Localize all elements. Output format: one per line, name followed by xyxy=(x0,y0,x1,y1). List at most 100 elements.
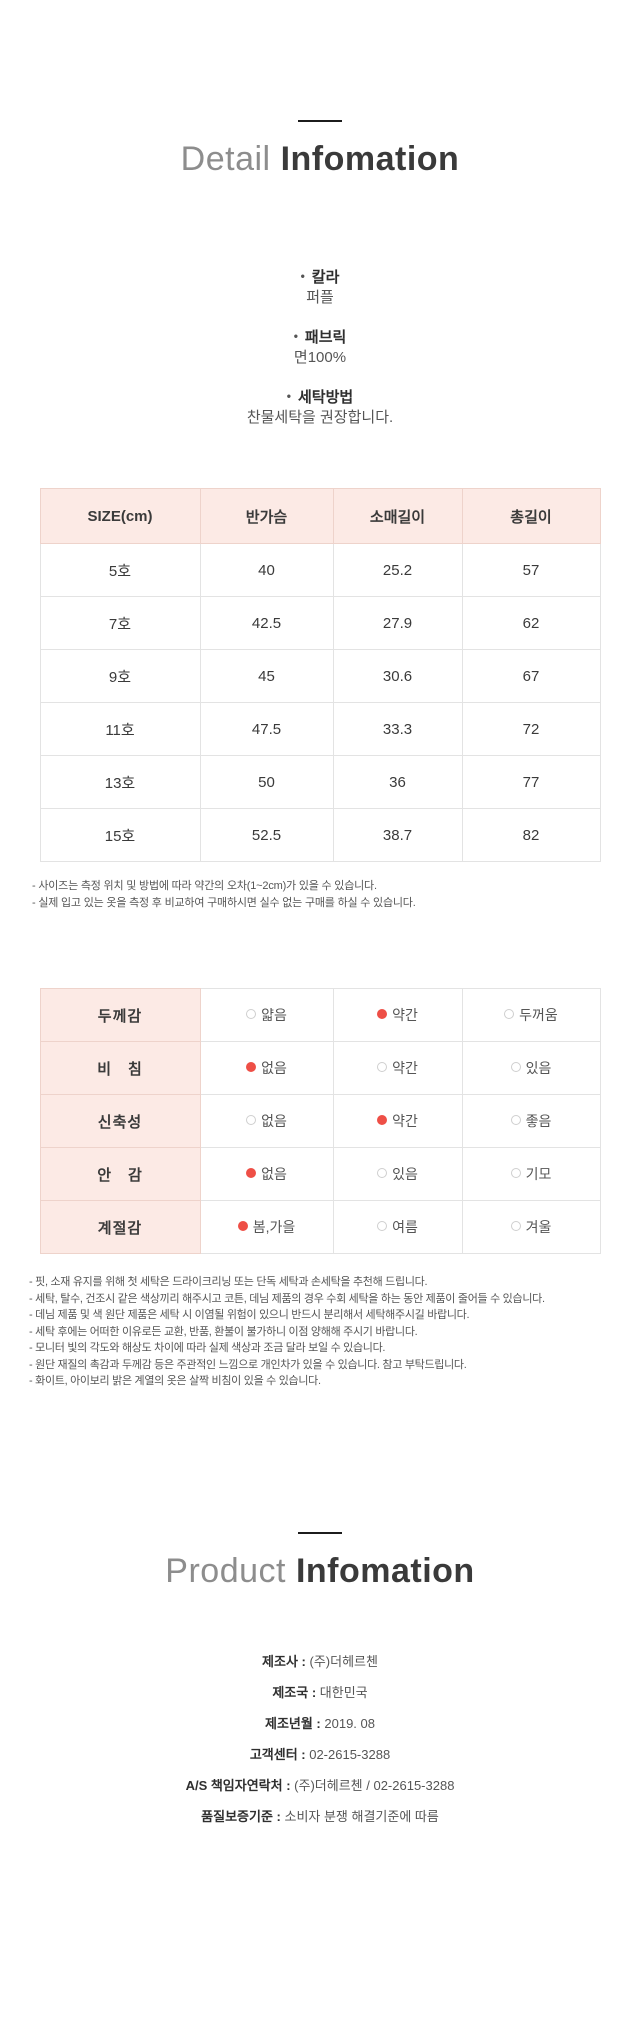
size-cell: 30.6 xyxy=(332,649,463,703)
radio-icon xyxy=(510,1115,521,1125)
size-cell: 15호 xyxy=(39,808,201,862)
feature-option: 없음 xyxy=(199,1147,334,1201)
feature-option: 겨울 xyxy=(461,1200,601,1254)
size-note-line: - 실제 입고 있는 옷을 측정 후 비교하여 구매하시면 실수 없는 구매를 … xyxy=(32,897,416,909)
feature-option: 약간 xyxy=(332,1094,463,1148)
care-note-line: - 모니터 빛의 각도와 해상도 차이에 따라 실제 색상과 조금 달라 보일 … xyxy=(29,1342,386,1354)
size-table-row: 9호 45 30.6 67 xyxy=(39,649,601,703)
radio-icon xyxy=(237,1221,248,1231)
radio-icon xyxy=(377,1115,388,1125)
size-cell: 72 xyxy=(461,702,601,756)
product-title-bold: Infomation xyxy=(295,1551,475,1590)
feature-option: 있음 xyxy=(332,1147,463,1201)
detail-title-light: Detail xyxy=(180,140,271,178)
feature-row-lining: 안 감 없음 있음 기모 xyxy=(39,1147,601,1201)
product-section-title: Product Infomation xyxy=(0,1548,640,1594)
feature-option: 두꺼움 xyxy=(461,988,601,1042)
field-value: 02-2615-3288 xyxy=(309,1746,391,1762)
size-table-row: 5호 40 25.2 57 xyxy=(39,543,601,597)
size-table-header-row: SIZE(cm) 반가슴 소매길이 총길이 xyxy=(39,488,601,544)
field-value: (주)더헤르첸 xyxy=(309,1653,378,1669)
feature-option: 약간 xyxy=(332,988,463,1042)
size-table-row: 13호 50 36 77 xyxy=(39,755,601,809)
product-field-country: 제조국 : 대한민국 xyxy=(0,1677,640,1708)
feature-row-sheerness: 비 침 없음 약간 있음 xyxy=(39,1041,601,1095)
radio-icon xyxy=(246,1168,257,1178)
size-cell: 7호 xyxy=(39,596,201,650)
product-field-as-contact: A/S 책임자연락처 : (주)더헤르첸 / 02-2615-3288 xyxy=(0,1770,640,1801)
feature-option-label: 두꺼움 xyxy=(519,1007,558,1023)
care-note-line: - 세탁 후에는 어떠한 이유로든 교환, 반품, 환불이 불가하니 이점 양해… xyxy=(29,1325,418,1338)
detail-section-title: Detail Infomation xyxy=(0,136,640,182)
size-header-size: SIZE(cm) xyxy=(39,488,201,544)
size-cell: 36 xyxy=(332,755,463,809)
feature-option: 얇음 xyxy=(199,988,334,1042)
feature-option-label: 약간 xyxy=(392,1113,418,1129)
feature-option: 여름 xyxy=(332,1200,463,1254)
attribute-value: 면100% xyxy=(293,349,347,366)
feature-label: 두께감 xyxy=(39,988,201,1042)
radio-icon xyxy=(377,1221,388,1231)
product-field-warranty: 품질보증기준 : 소비자 분쟁 해결기준에 따름 xyxy=(0,1801,640,1832)
feature-option-label: 기모 xyxy=(525,1166,552,1182)
feature-option: 봄,가을 xyxy=(199,1200,334,1254)
feature-option-label: 없음 xyxy=(261,1113,287,1129)
radio-icon xyxy=(377,1062,388,1072)
field-label: 제조사 : xyxy=(262,1653,306,1669)
product-field-manufacturer: 제조사 : (주)더헤르첸 xyxy=(0,1646,640,1677)
field-label: 제조년월 : xyxy=(264,1715,321,1731)
size-cell: 45 xyxy=(199,649,334,703)
radio-icon xyxy=(510,1062,521,1072)
attribute-value: 퍼플 xyxy=(306,289,334,306)
size-cell: 67 xyxy=(461,649,601,703)
size-cell: 57 xyxy=(461,543,601,597)
feature-option: 없음 xyxy=(199,1041,334,1095)
feature-option-label: 있음 xyxy=(392,1166,418,1182)
attribute-fabric: • 패브릭 면100% xyxy=(0,326,640,368)
feature-label: 신축성 xyxy=(39,1094,201,1148)
field-label: 품질보증기준 : xyxy=(201,1808,281,1824)
size-cell: 82 xyxy=(461,808,601,862)
feature-option-label: 좋음 xyxy=(525,1113,552,1129)
care-note-line: - 원단 재질의 촉감과 두께감 등은 주관적인 느낌으로 개인차가 있을 수 … xyxy=(29,1358,467,1371)
feature-row-season: 계절감 봄,가을 여름 겨울 xyxy=(39,1200,601,1254)
feature-option-label: 없음 xyxy=(261,1166,287,1182)
size-header-chest: 반가슴 xyxy=(199,488,334,544)
size-cell: 77 xyxy=(461,755,601,809)
radio-icon xyxy=(377,1168,388,1178)
size-cell: 27.9 xyxy=(332,596,463,650)
feature-label: 비 침 xyxy=(39,1041,201,1095)
feature-option-label: 있음 xyxy=(525,1060,552,1076)
radio-icon xyxy=(377,1009,388,1019)
product-attribute-list: • 칼라 퍼플 • 패브릭 면100% • 세탁방법 찬물세탁을 권장합니다. xyxy=(0,266,640,428)
product-section-divider xyxy=(298,1531,342,1534)
feature-option-label: 얇음 xyxy=(261,1007,287,1023)
size-cell: 62 xyxy=(461,596,601,650)
size-notes: - 사이즈는 측정 위치 및 방법에 따라 약간의 오차(1~2cm)가 있을 … xyxy=(32,878,608,912)
bullet-icon: • xyxy=(293,329,298,343)
size-table-row: 15호 52.5 38.7 82 xyxy=(39,808,601,862)
attribute-label: 세탁방법 xyxy=(298,389,354,406)
product-field-customer-center: 고객센터 : 02-2615-3288 xyxy=(0,1739,640,1770)
size-header-sleeve: 소매길이 xyxy=(332,488,463,544)
size-cell: 5호 xyxy=(39,543,201,597)
feature-option-label: 약간 xyxy=(392,1060,418,1076)
attribute-label-row: • 칼라 xyxy=(0,266,640,288)
field-value: (주)더헤르첸 / 02-2615-3288 xyxy=(294,1777,455,1793)
attribute-label-row: • 패브릭 xyxy=(0,326,640,348)
detail-title-bold: Infomation xyxy=(280,140,460,178)
product-title-light: Product xyxy=(165,1551,286,1590)
size-cell: 13호 xyxy=(39,755,201,809)
feature-option-label: 없음 xyxy=(261,1060,287,1076)
attribute-washing: • 세탁방법 찬물세탁을 권장합니다. xyxy=(0,386,640,428)
size-cell: 52.5 xyxy=(199,808,334,862)
size-table: SIZE(cm) 반가슴 소매길이 총길이 5호 40 25.2 57 7호 4… xyxy=(39,488,601,862)
field-label: 고객센터 : xyxy=(249,1746,306,1762)
size-note-line: - 사이즈는 측정 위치 및 방법에 따라 약간의 오차(1~2cm)가 있을 … xyxy=(32,880,377,892)
care-note-line: - 데님 제품 및 색 원단 제품은 세탁 시 이염될 위험이 있으니 반드시 … xyxy=(29,1309,470,1321)
feature-option: 있음 xyxy=(461,1041,601,1095)
care-note-line: - 세탁, 탈수, 건조시 같은 색상끼리 해주시고 코튼, 데님 제품의 경우… xyxy=(29,1292,545,1305)
attribute-label-row: • 세탁방법 xyxy=(0,386,640,408)
size-cell: 38.7 xyxy=(332,808,463,862)
size-table-row: 11호 47.5 33.3 72 xyxy=(39,702,601,756)
